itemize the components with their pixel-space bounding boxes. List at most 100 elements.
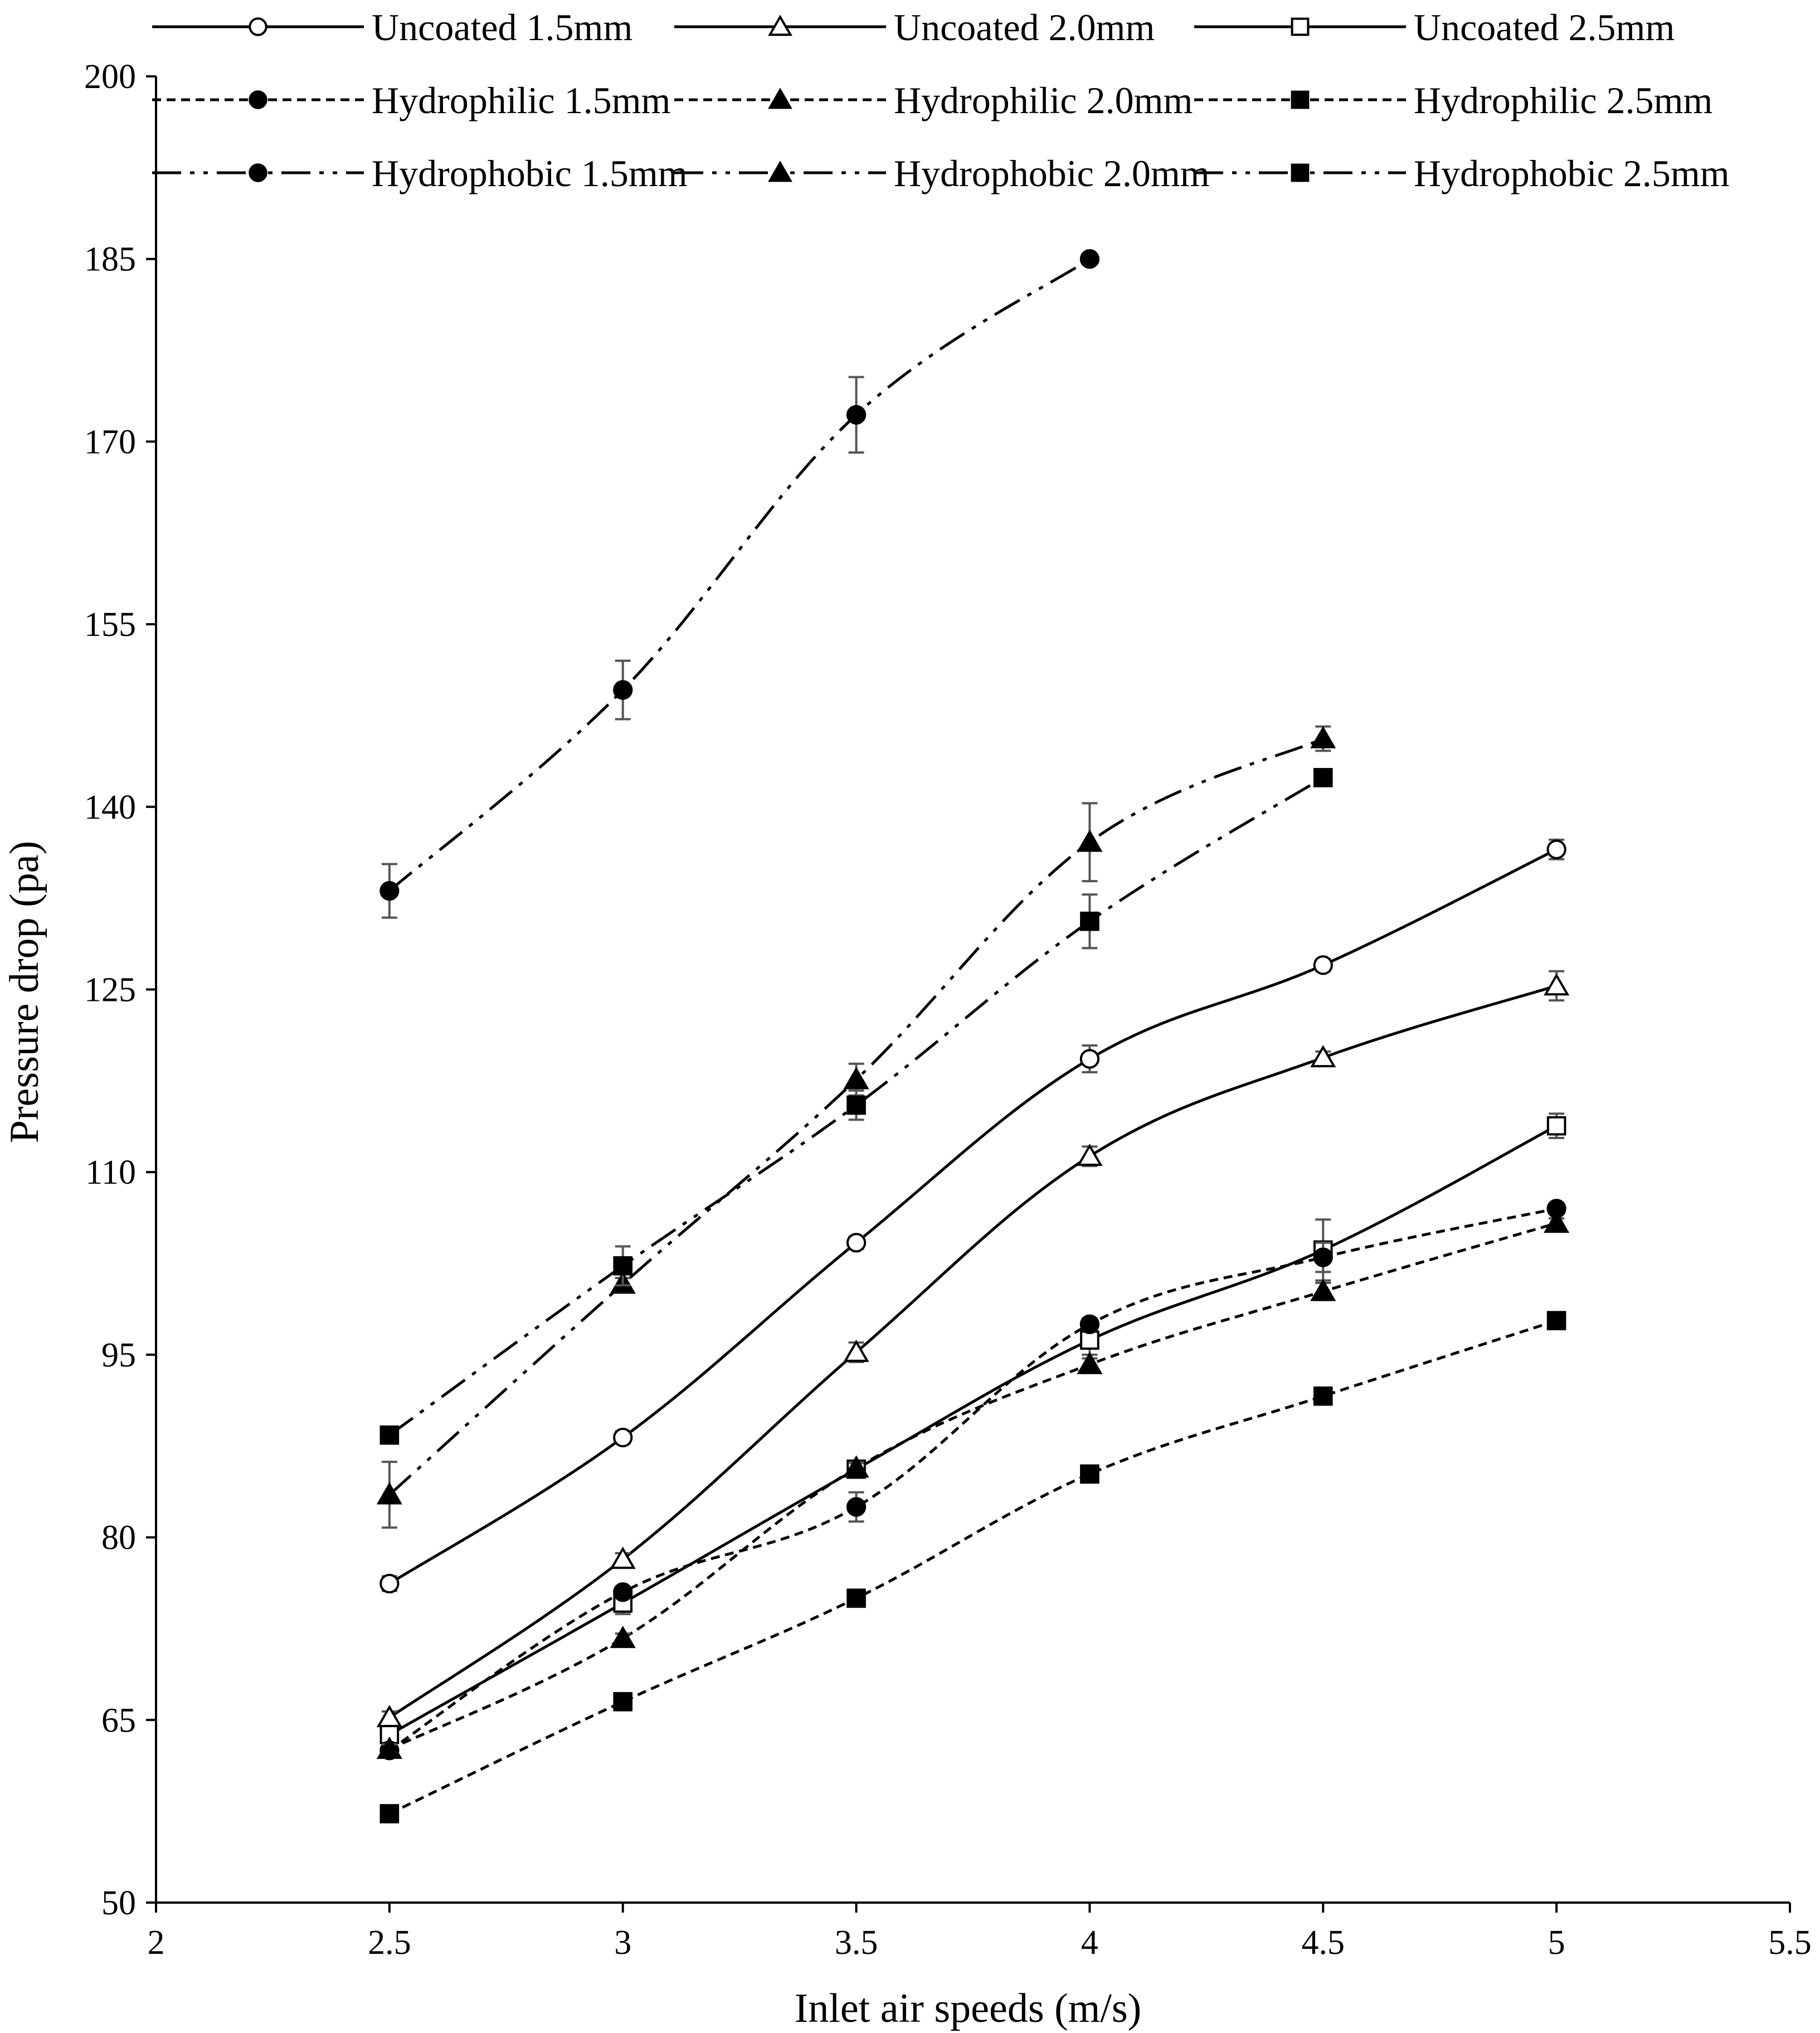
legend-label: Uncoated 2.5mm	[1414, 6, 1675, 48]
x-tick-label: 2.5	[368, 1924, 411, 1962]
legend-label: Hydrophilic 2.5mm	[1414, 79, 1712, 121]
legend-item-hydrophobic-2-0mm: Hydrophobic 2.0mm	[674, 152, 1210, 194]
series-points-uncoated-1-5mm	[379, 838, 1566, 1594]
series-line-uncoated-2-5mm	[388, 1124, 1558, 1736]
x-tick-label: 3	[614, 1924, 631, 1962]
legend-marker	[768, 14, 792, 36]
y-tick-label: 80	[101, 1519, 136, 1557]
legend-item-uncoated-2-5mm: Uncoated 2.5mm	[1194, 6, 1675, 48]
x-tick-label: 4.5	[1302, 1924, 1345, 1962]
x-tick-label: 5	[1548, 1924, 1565, 1962]
series-line-uncoated-1-5mm	[388, 848, 1558, 1585]
data-point	[846, 405, 867, 425]
data-point	[1077, 829, 1103, 852]
legend-label: Hydrophobic 1.5mm	[372, 152, 688, 194]
series-line-hydrophilic-2-5mm	[388, 1319, 1557, 1815]
series-line-hydrophobic-2-0mm	[388, 737, 1324, 1496]
data-point	[1544, 1210, 1570, 1233]
data-point	[1077, 1351, 1103, 1374]
data-point	[1313, 1386, 1333, 1406]
data-point	[1313, 768, 1333, 787]
series-line-hydrophilic-2-0mm	[388, 1222, 1557, 1750]
series-line-hydrophobic-1-5mm	[388, 257, 1091, 892]
x-tick-label: 3.5	[835, 1924, 878, 1962]
legend-marker	[1291, 163, 1310, 182]
series-points-hydrophobic-2-0mm	[376, 725, 1336, 1529]
y-axis-ticks: 50 65 80 95 110 125 140 155 170 185 200	[84, 58, 156, 1922]
data-point	[846, 1497, 867, 1517]
y-tick-label: 155	[84, 606, 136, 644]
legend-label: Hydrophilic 1.5mm	[372, 79, 670, 121]
series-points-hydrophilic-2-5mm	[379, 1311, 1566, 1823]
data-point	[379, 881, 400, 901]
series-points-hydrophobic-2-5mm	[379, 768, 1333, 1445]
data-point	[376, 1737, 402, 1759]
legend-label: Hydrophilic 2.0mm	[894, 79, 1193, 121]
data-point	[379, 1804, 400, 1823]
series-line-hydrophilic-1-5mm	[388, 1207, 1557, 1752]
legend-label: Uncoated 2.0mm	[894, 6, 1155, 48]
data-point	[379, 1425, 400, 1445]
x-tick-label: 2	[148, 1924, 165, 1962]
y-tick-label: 95	[101, 1336, 136, 1374]
x-tick-label: 5.5	[1768, 1924, 1812, 1962]
data-point	[376, 1705, 402, 1728]
data-point	[1544, 973, 1570, 996]
data-point	[1310, 726, 1336, 748]
y-tick-label: 110	[85, 1154, 136, 1191]
data-point	[1079, 1049, 1100, 1069]
legend-marker	[249, 163, 267, 182]
y-tick-label: 125	[84, 971, 136, 1009]
legend-marker	[1291, 17, 1310, 36]
data-point	[843, 1455, 869, 1478]
data-point	[1080, 1464, 1099, 1484]
data-point	[379, 1573, 400, 1594]
data-point	[846, 1588, 866, 1608]
data-point	[613, 680, 633, 700]
series-lines	[388, 257, 1558, 1815]
legend-marker	[249, 90, 267, 109]
series-points-hydrophobic-1-5mm	[379, 249, 1100, 919]
data-point	[610, 1546, 636, 1569]
legend-label: Hydrophobic 2.5mm	[1414, 152, 1730, 194]
x-axis-title: Inlet air speeds (m/s)	[795, 1986, 1142, 2031]
legend-marker	[249, 17, 267, 36]
legend-item-hydrophilic-2-0mm: Hydrophilic 2.0mm	[674, 79, 1193, 121]
legend-item-hydrophobic-1-5mm: Hydrophobic 1.5mm	[152, 152, 688, 194]
data-point	[1077, 1144, 1103, 1166]
legend-item-uncoated-1-5mm: Uncoated 1.5mm	[152, 6, 632, 48]
data-point	[1546, 1116, 1566, 1136]
data-point	[1079, 249, 1100, 269]
x-axis-ticks: 2 2.5 3 3.5 4 4.5 5 5.5	[148, 1903, 1812, 1962]
x-tick-label: 4	[1081, 1924, 1098, 1962]
data-point	[376, 1482, 402, 1505]
legend-marker	[768, 160, 792, 182]
plot-area: 50 65 80 95 110 125 140 155 170 185 200 2 2.5 3 3.5 4 4…	[84, 58, 1812, 1962]
data-point	[1546, 1311, 1566, 1331]
data-point	[613, 1256, 633, 1276]
legend-label: Uncoated 1.5mm	[372, 6, 632, 48]
data-point	[1546, 839, 1566, 859]
data-point	[613, 1582, 633, 1602]
series-points-uncoated-2-5mm	[379, 1112, 1566, 1744]
y-tick-label: 50	[101, 1884, 136, 1922]
data-point	[1310, 1278, 1336, 1301]
legend-item-hydrophilic-1-5mm: Hydrophilic 1.5mm	[152, 79, 670, 121]
y-tick-label: 200	[84, 58, 136, 96]
data-point	[843, 1339, 869, 1362]
y-tick-label: 140	[84, 789, 136, 826]
data-point	[846, 1233, 867, 1253]
y-axis-title: Pressure drop (pa)	[2, 841, 47, 1144]
data-point	[613, 1427, 633, 1448]
data-point	[1080, 1330, 1099, 1350]
y-tick-label: 65	[101, 1701, 136, 1739]
legend-label: Hydrophobic 2.0mm	[894, 152, 1210, 194]
data-point	[846, 1095, 866, 1115]
legend-item-uncoated-2-0mm: Uncoated 2.0mm	[674, 6, 1155, 48]
series-points-hydrophilic-2-0mm	[376, 1210, 1570, 1759]
legend-marker	[768, 87, 792, 109]
legend-marker	[1291, 90, 1310, 109]
y-tick-label: 170	[84, 423, 136, 461]
data-point	[1310, 1045, 1336, 1068]
